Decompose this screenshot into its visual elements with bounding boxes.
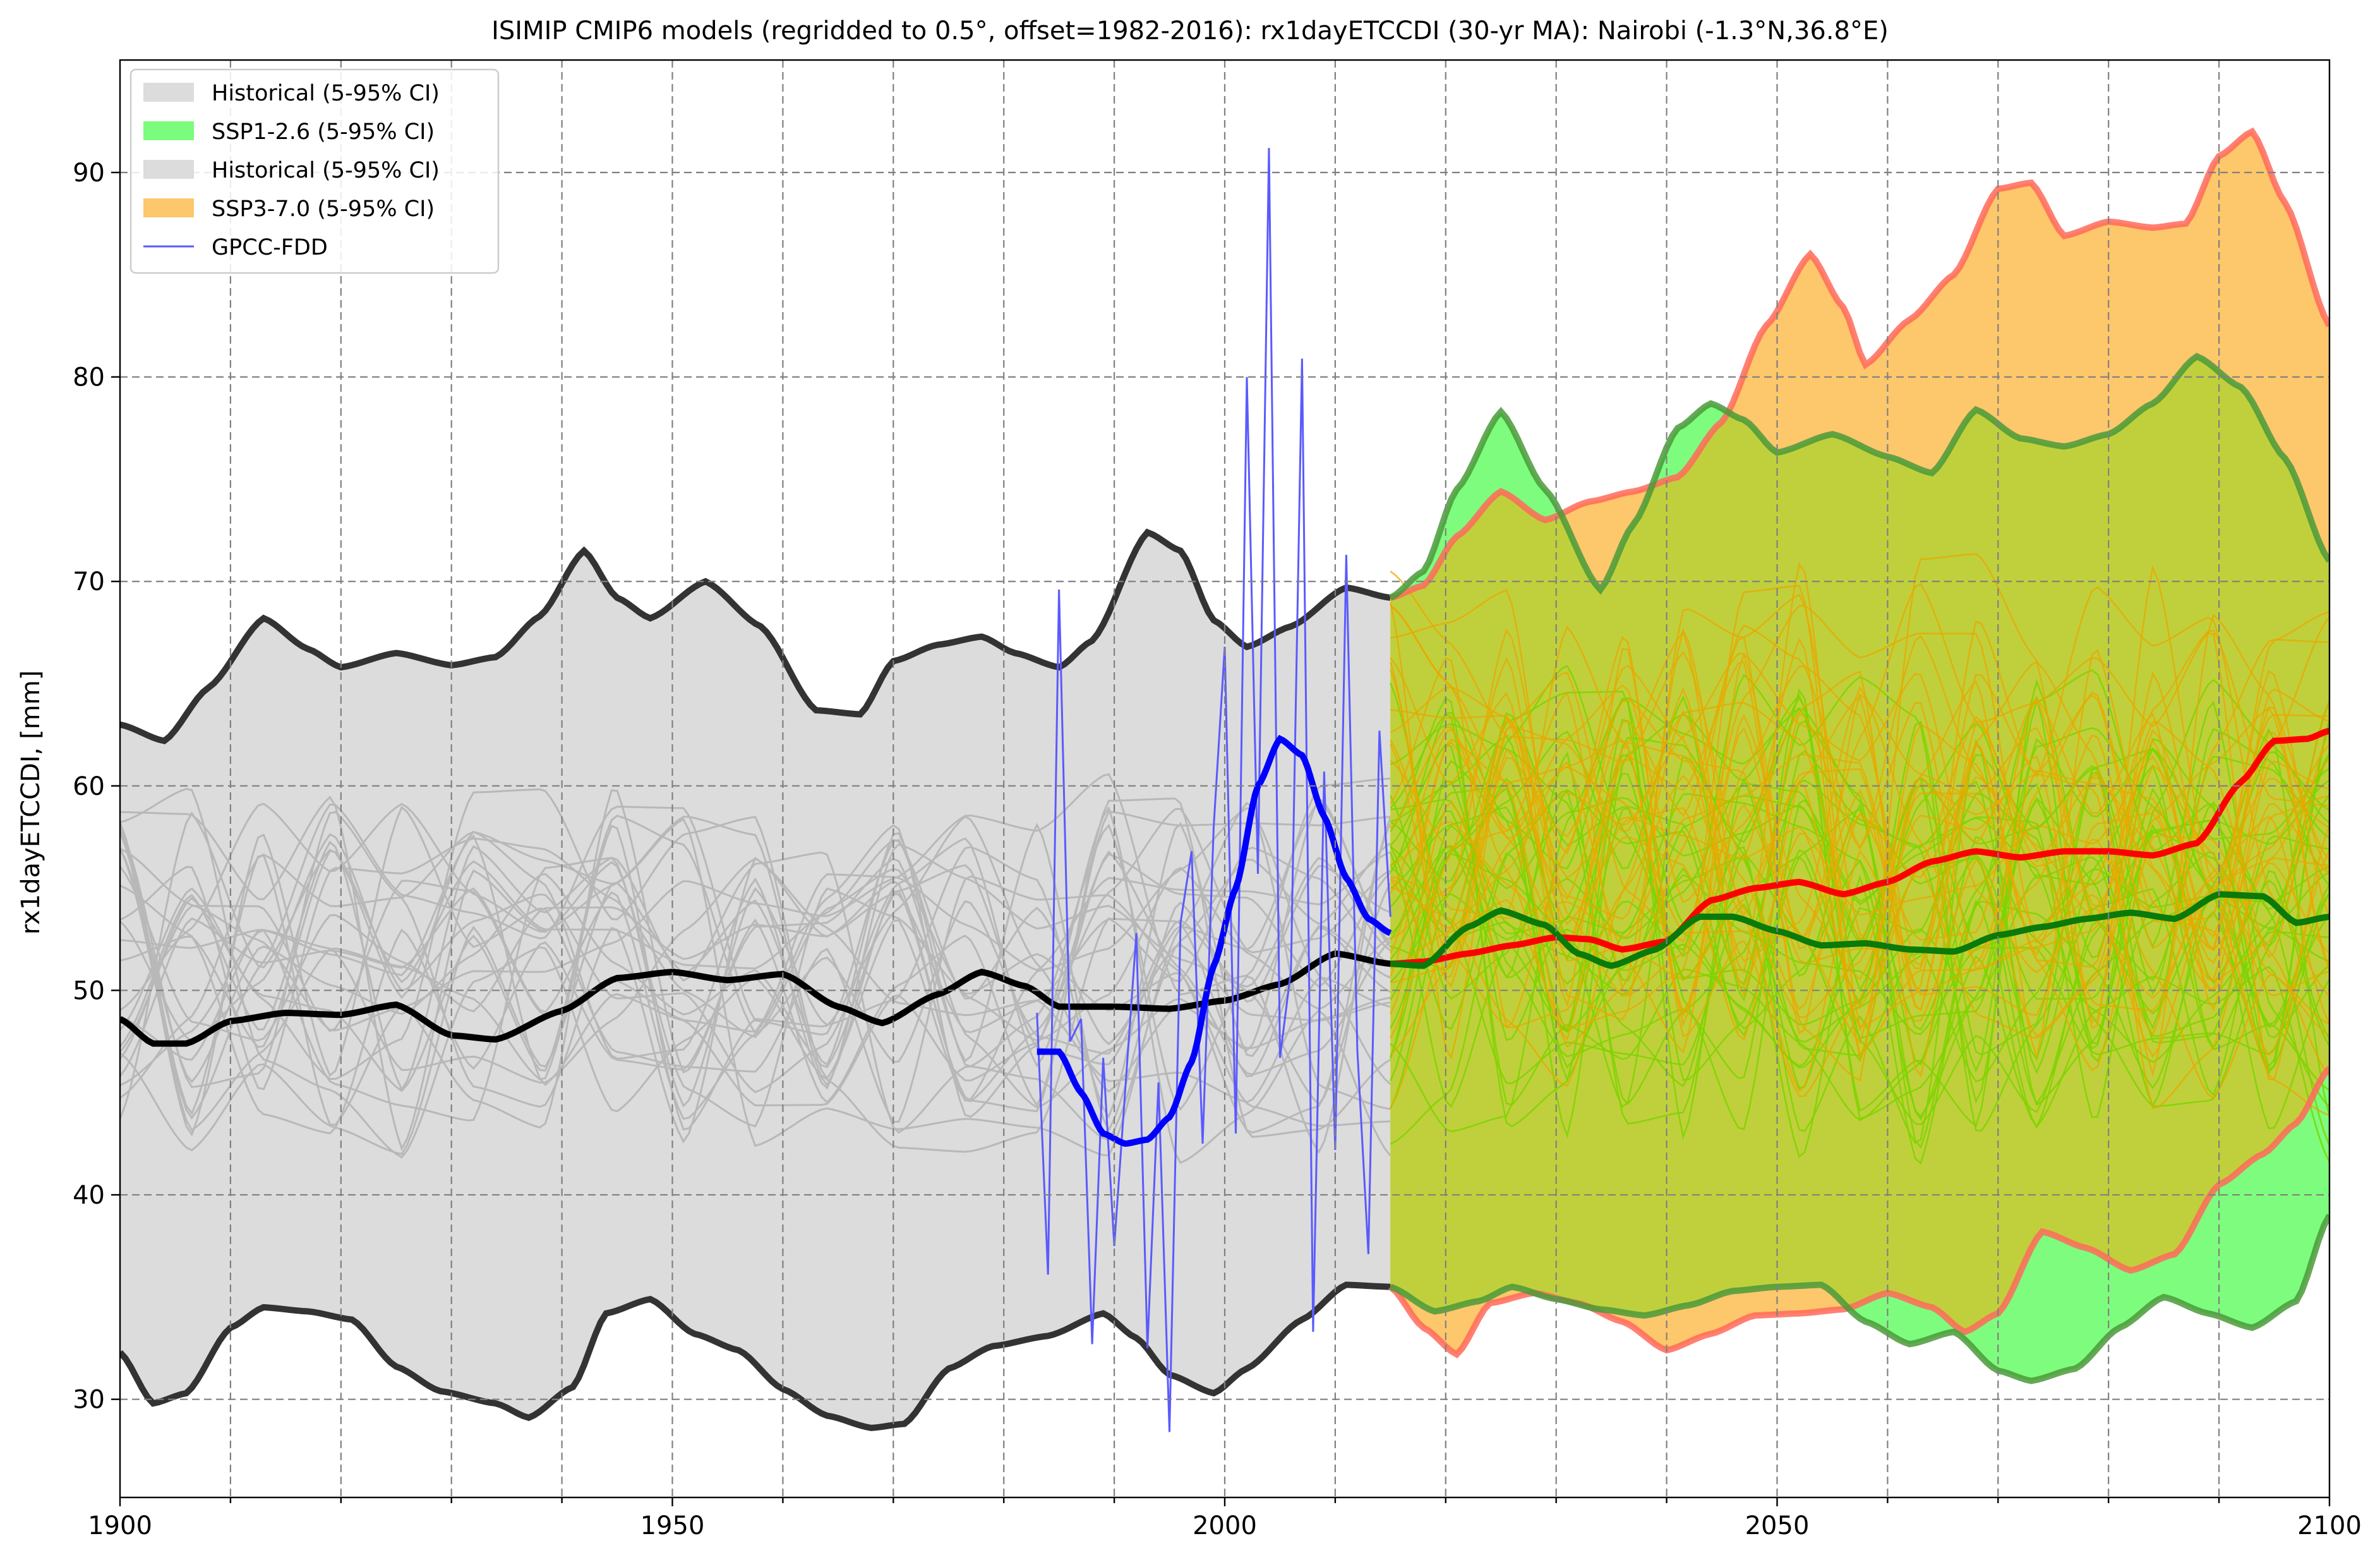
ssp370-member-line bbox=[1390, 686, 2329, 1025]
ssp370-member-line bbox=[1390, 629, 2329, 1035]
plot-area bbox=[120, 127, 2329, 1432]
historical-member-line bbox=[120, 840, 1391, 1141]
x-tick-label: 1900 bbox=[88, 1511, 152, 1540]
ssp126-member-line bbox=[1390, 697, 2329, 1128]
ssp126-member-line bbox=[1390, 679, 2329, 1139]
y-tick-label: 70 bbox=[73, 567, 105, 596]
historical-member-line bbox=[120, 800, 1391, 1084]
ssp370-member-line bbox=[1390, 583, 2329, 1080]
ssp370-member-line bbox=[1390, 721, 2329, 994]
historical-member-line bbox=[120, 834, 1391, 1106]
y-tick-label: 40 bbox=[73, 1181, 105, 1210]
ssp370-member-line bbox=[1390, 593, 2329, 1039]
y-tick-label: 90 bbox=[73, 159, 105, 188]
ssp370-member-line bbox=[1390, 697, 2329, 1012]
y-tick-label: 80 bbox=[73, 363, 105, 392]
ssp370-member-line bbox=[1390, 625, 2329, 1110]
overlap-band bbox=[1390, 356, 2329, 1332]
x-tick-label: 2100 bbox=[2297, 1511, 2362, 1540]
historical-member-line bbox=[120, 830, 1391, 1099]
ssp370-member-line bbox=[1390, 702, 2329, 1019]
ssp370-member-line bbox=[1390, 602, 2329, 1116]
legend-label: GPCC-FDD bbox=[212, 235, 328, 260]
historical-member-line bbox=[120, 851, 1391, 1053]
historical-member-line bbox=[120, 837, 1391, 1091]
legend-swatch bbox=[143, 160, 194, 179]
ssp370-member-line bbox=[1390, 611, 2329, 1028]
historical-lower-line bbox=[120, 1281, 1391, 1432]
ssp370-member-line bbox=[1390, 571, 2329, 1099]
chart-title: ISIMIP CMIP6 models (regridded to 0.5°, … bbox=[491, 16, 1889, 45]
ssp126-lower-line bbox=[1389, 1214, 2329, 1384]
legend-label: SSP1-2.6 (5-95% CI) bbox=[212, 119, 435, 145]
y-tick-label: 50 bbox=[73, 976, 105, 1005]
ssp126-upper-line bbox=[1388, 353, 2329, 601]
legend-swatch bbox=[143, 83, 194, 102]
grid bbox=[120, 60, 2329, 1497]
ssp126-member-line bbox=[1390, 691, 2329, 1163]
ssp370-member-line bbox=[1390, 648, 2329, 1027]
legend-swatch bbox=[143, 198, 194, 217]
historical-member-line bbox=[120, 816, 1391, 1156]
legend-label: Historical (5-95% CI) bbox=[212, 158, 440, 183]
gpcc-raw-line bbox=[1036, 148, 1391, 1432]
legend: Historical (5-95% CI) SSP1-2.6 (5-95% CI)… bbox=[129, 68, 500, 274]
ssp370-member-line bbox=[1390, 639, 2329, 1054]
legend-label: SSP3-7.0 (5-95% CI) bbox=[212, 197, 435, 222]
legend-box bbox=[129, 68, 500, 274]
y-tick-label: 60 bbox=[73, 772, 105, 801]
ssp370-member-line bbox=[1390, 562, 2329, 1087]
y-tick-label: 30 bbox=[73, 1386, 105, 1415]
ssp370-upper-line bbox=[1390, 127, 2329, 601]
plot-content bbox=[120, 127, 2329, 1432]
ssp370-member-line bbox=[1390, 616, 2329, 998]
axes: 1900 1950 2000 2050 2100 30 40 50 60 70 80 90 bbox=[73, 59, 2362, 1540]
ssp126-member-line bbox=[1390, 687, 2329, 1120]
legend-swatch bbox=[143, 121, 194, 140]
historical-member-line bbox=[120, 857, 1391, 1103]
x-tick-label: 1950 bbox=[640, 1511, 705, 1540]
legend-label: Historical (5-95% CI) bbox=[212, 81, 440, 106]
ssp370-member-line bbox=[1390, 698, 2329, 984]
historical-member-line bbox=[120, 821, 1391, 1122]
y-axis-label: rx1dayETCCDI, [mm] bbox=[16, 670, 45, 934]
ssp370-member-line bbox=[1390, 669, 2329, 1029]
historical-member-line bbox=[120, 795, 1391, 1157]
x-tick-label: 2050 bbox=[1745, 1511, 1810, 1540]
ssp126-member-line bbox=[1390, 695, 2329, 1122]
historical-member-line bbox=[120, 788, 1391, 1102]
ssp126-median-line bbox=[1390, 891, 2329, 969]
historical-member-line bbox=[120, 822, 1391, 1135]
historical-member-line bbox=[120, 866, 1391, 1078]
x-tick-label: 2000 bbox=[1193, 1511, 1257, 1540]
ssp126-member-line bbox=[1390, 701, 2329, 1108]
ssp370-member-line bbox=[1390, 688, 2329, 1044]
historical-upper-line bbox=[120, 528, 1391, 745]
ssp370-median-line bbox=[1390, 727, 2329, 967]
ssp370-member-line bbox=[1390, 605, 2329, 1092]
historical-member-line bbox=[120, 806, 1391, 1164]
historical-member-line bbox=[120, 797, 1391, 1138]
gpcc-smooth-line bbox=[1037, 734, 1392, 1147]
